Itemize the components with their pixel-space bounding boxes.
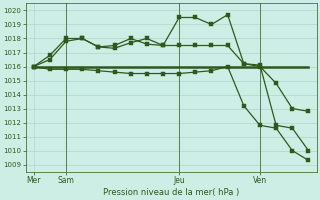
X-axis label: Pression niveau de la mer( hPa ): Pression niveau de la mer( hPa ) bbox=[103, 188, 239, 197]
